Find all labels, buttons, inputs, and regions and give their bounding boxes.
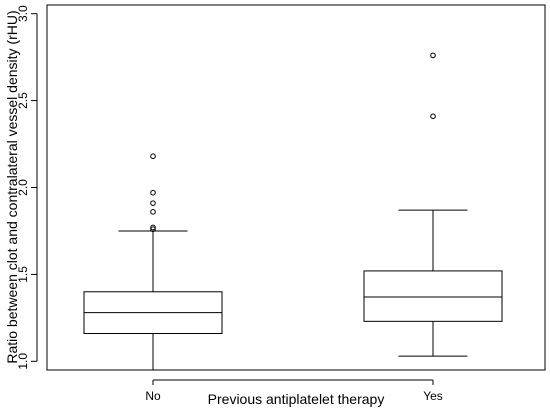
box-yes	[363, 52, 503, 357]
outlier-point	[150, 153, 156, 160]
box-series	[83, 52, 503, 371]
y-tick-label: 1.0	[16, 353, 30, 370]
outlier-point	[150, 209, 156, 215]
x-tick-label: Yes	[423, 389, 443, 403]
y-axis-title: Ratio between clot and contralateral ves…	[4, 10, 20, 363]
y-tick-label: 2.5	[16, 92, 30, 109]
y-axis: 1.0 1.5 2.0 2.5 3.0	[16, 5, 38, 370]
x-axis: No Yes	[145, 379, 443, 403]
box-no	[83, 153, 223, 371]
outlier-point	[150, 189, 156, 196]
x-tick-label: No	[145, 389, 161, 403]
outlier-point	[150, 224, 156, 231]
outlier-point	[430, 52, 436, 59]
plot-frame	[46, 4, 546, 371]
y-tick-label: 2.0	[16, 179, 30, 196]
outlier-point	[150, 226, 156, 233]
x-axis-title: Previous antiplatelet therapy	[208, 391, 385, 407]
y-tick-label: 3.0	[16, 5, 30, 22]
outlier-point	[430, 113, 436, 120]
outlier-point	[150, 200, 156, 206]
y-tick-label: 1.5	[16, 266, 30, 283]
box-iqr	[363, 270, 503, 322]
